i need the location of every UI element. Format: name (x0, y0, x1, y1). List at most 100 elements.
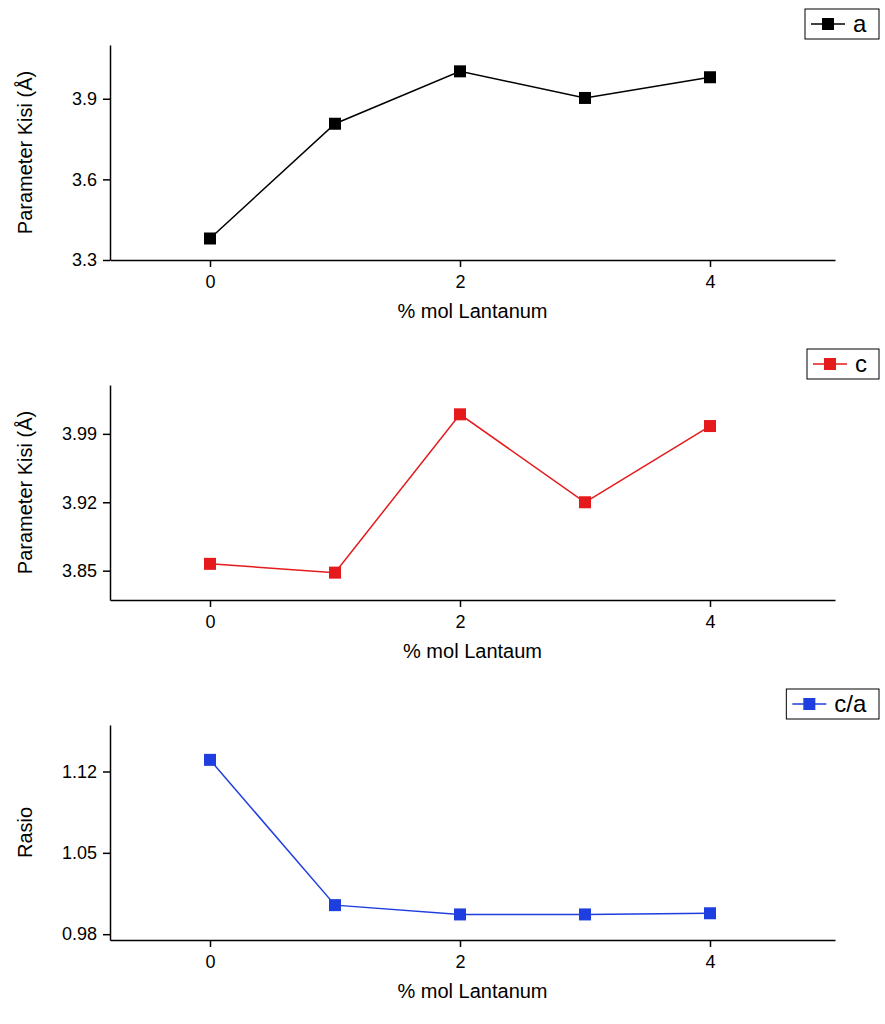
x-axis-line (111, 940, 836, 942)
legend-label: c (855, 350, 867, 377)
legend-label: a (853, 10, 867, 37)
legend: c/a (786, 689, 879, 719)
x-tick: 2 (455, 260, 465, 292)
data-point (329, 118, 341, 130)
y-tick-mark (103, 934, 110, 936)
y-axis: 3.85 3.92 3.99 (62, 386, 111, 601)
data-point (204, 233, 216, 245)
y-tick-mark (103, 434, 110, 436)
y-tick-label: 3.99 (62, 424, 97, 444)
y-axis-line (110, 46, 112, 261)
x-tick-label: 2 (455, 612, 465, 632)
x-axis: 0 2 4 (111, 940, 836, 972)
x-tick: 4 (705, 600, 715, 632)
legend-box (805, 9, 879, 39)
data-point (454, 908, 466, 920)
y-tick-label: 0.98 (62, 924, 97, 944)
y-tick-label: 3.92 (62, 493, 97, 513)
y-tick-label: 3.6 (72, 170, 97, 190)
plot-area (204, 408, 716, 578)
x-tick: 2 (455, 940, 465, 972)
legend-label: c/a (834, 690, 867, 717)
y-tick: 3.6 (72, 170, 110, 190)
plot-area (204, 65, 716, 244)
x-tick-mark (210, 940, 212, 947)
x-tick: 0 (205, 600, 215, 632)
data-point (704, 71, 716, 83)
data-point (704, 907, 716, 919)
data-point (204, 558, 216, 570)
data-point (579, 496, 591, 508)
y-tick: 1.05 (62, 843, 110, 863)
x-tick-mark (460, 940, 462, 947)
panel: 0 2 4 3.3 3.6 3.9 % mol Lantanum Parameter Kisi… (14, 9, 879, 322)
x-tick-label: 0 (205, 952, 215, 972)
x-tick-mark (460, 260, 462, 267)
x-tick: 0 (205, 260, 215, 292)
panel: 0240.981.051.12% mol LantanumRasioc/a (14, 689, 879, 1002)
x-axis-title: % mol Lantaum (403, 640, 542, 662)
x-tick-label: 0 (205, 612, 215, 632)
series-line (210, 760, 710, 915)
plot-area (204, 754, 716, 921)
y-axis-title: Rasio (14, 807, 36, 858)
panel: 0 2 4 3.85 3.92 3.99 % mol Lantaum Parameter Ki… (14, 349, 879, 662)
x-tick-label: 4 (705, 952, 715, 972)
legend-swatch-marker (824, 358, 836, 370)
y-tick-mark (103, 570, 110, 572)
figure: 0 2 4 3.3 3.6 3.9 % mol Lantanum Parameter Kisi… (0, 0, 885, 1024)
y-tick-label: 1.05 (62, 843, 97, 863)
legend-swatch-marker (803, 698, 815, 710)
y-tick: 3.9 (72, 89, 110, 109)
y-tick-mark (103, 260, 110, 262)
x-tick-label: 0 (205, 272, 215, 292)
y-tick: 3.92 (62, 493, 110, 513)
x-tick-label: 4 (705, 612, 715, 632)
legend-box (786, 689, 879, 719)
y-tick: 3.99 (62, 424, 110, 444)
x-tick-label: 2 (455, 952, 465, 972)
y-tick-label: 3.85 (62, 561, 97, 581)
y-tick-mark (103, 771, 110, 773)
y-tick: 3.85 (62, 561, 110, 581)
x-axis-title: % mol Lantanum (397, 980, 547, 1002)
x-tick-mark (210, 260, 212, 267)
x-axis-title: % mol Lantanum (397, 300, 547, 322)
data-point (579, 92, 591, 104)
x-axis: 0 2 4 (111, 260, 836, 292)
y-tick: 0.98 (62, 924, 110, 944)
x-tick-label: 2 (455, 272, 465, 292)
y-axis-line (110, 386, 112, 601)
x-tick-label: 4 (705, 272, 715, 292)
x-tick: 4 (705, 940, 715, 972)
x-tick: 0 (205, 940, 215, 972)
y-axis: 3.3 3.6 3.9 (72, 46, 111, 271)
data-point (329, 899, 341, 911)
y-tick-mark (103, 179, 110, 181)
x-tick: 4 (705, 260, 715, 292)
x-tick-mark (460, 600, 462, 607)
y-axis-title: Parameter Kisi (Å) (14, 71, 36, 234)
y-tick-label: 3.3 (72, 250, 97, 270)
y-axis: 0.981.051.12 (62, 726, 111, 945)
x-axis-line (111, 260, 836, 262)
x-tick-mark (710, 600, 712, 607)
data-point (204, 754, 216, 766)
x-tick: 2 (455, 600, 465, 632)
data-point (704, 420, 716, 432)
x-axis: 0 2 4 (111, 600, 836, 632)
legend-box (807, 349, 879, 379)
y-tick-label: 3.9 (72, 89, 97, 109)
y-tick-mark (103, 502, 110, 504)
y-axis-title: Parameter Kisi (Å) (14, 411, 36, 574)
y-tick-mark (103, 853, 110, 855)
x-tick-mark (210, 600, 212, 607)
x-axis-line (111, 600, 836, 602)
series-line (210, 414, 710, 572)
legend-swatch-marker (822, 18, 834, 30)
legend: a (805, 9, 879, 39)
data-point (454, 65, 466, 77)
data-point (454, 408, 466, 420)
series-line (210, 71, 710, 238)
x-tick-mark (710, 940, 712, 947)
